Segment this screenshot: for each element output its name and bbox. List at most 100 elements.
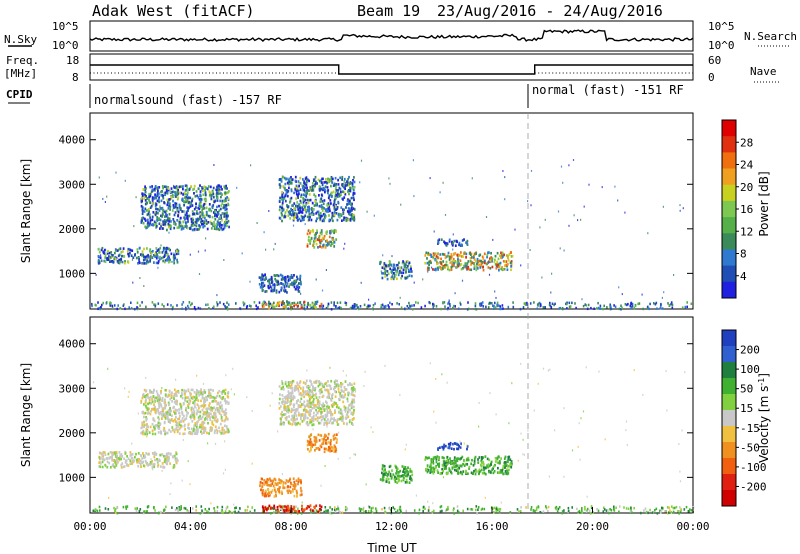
scatter-cell (169, 205, 172, 208)
scatter-cell (196, 391, 199, 394)
scatter-cell (225, 207, 228, 211)
scatter-cell (200, 404, 202, 408)
scatter-cell (661, 307, 664, 310)
scatter-cell (209, 191, 212, 195)
scatter-cell (363, 303, 366, 307)
scatter-cell (290, 482, 293, 486)
scatter-cell (336, 438, 338, 441)
scatter-cell (319, 421, 322, 425)
scatter-cell (352, 196, 355, 200)
scatter-cell (299, 400, 302, 404)
scatter-cell (142, 464, 145, 467)
scatter-cell (212, 399, 214, 403)
scatter-cell (551, 272, 553, 275)
scatter-cell (193, 427, 195, 430)
scatter-cell (144, 219, 147, 222)
scatter-cell (413, 281, 415, 284)
scatter-cell (293, 487, 296, 491)
scatter-cell (317, 246, 319, 249)
scatter-cell (213, 399, 216, 403)
scatter-cell (201, 408, 204, 412)
scatter-cell (281, 219, 283, 223)
scatter-cell (179, 424, 182, 427)
scatter-cell (645, 510, 648, 514)
scatter-cell (306, 192, 309, 195)
scatter-cell (325, 434, 328, 438)
scatter-cell (466, 507, 469, 511)
scatter-cell (332, 219, 334, 223)
scatter-cell (306, 416, 309, 420)
scatter-cell (139, 304, 141, 307)
scatter-cell (219, 199, 222, 203)
scatter-cell (630, 307, 632, 310)
scatter-cell (201, 432, 203, 435)
scatter-cell (141, 425, 144, 429)
scatter-cell (200, 198, 203, 201)
scatter-cell (141, 219, 143, 222)
scatter-cell (299, 387, 302, 390)
scatter-cell (218, 228, 221, 232)
scatter-cell (225, 507, 228, 510)
scatter-cell (289, 306, 292, 309)
scatter-cell (160, 224, 162, 228)
scatter-cell (323, 199, 326, 202)
scatter-cell (202, 193, 205, 197)
scatter-cell (566, 301, 568, 304)
scatter-cell (291, 389, 294, 393)
scatter-cell (295, 279, 298, 282)
scatter-cell (348, 199, 351, 203)
scatter-cell (320, 302, 323, 306)
scatter-cell (147, 221, 149, 224)
scatter-cell (465, 263, 468, 266)
scatter-cell (328, 411, 331, 414)
scatter-cell (289, 400, 292, 404)
scatter-cell (309, 215, 311, 219)
scatter-cell (402, 260, 404, 263)
scatter-cell (686, 305, 688, 309)
scatter-cell (180, 191, 183, 195)
scatter-cell (314, 305, 316, 309)
scatter-cell (310, 420, 313, 424)
scatter-cell (279, 393, 281, 396)
scatter-cell (187, 396, 190, 399)
scatter-cell (282, 423, 285, 426)
scatter-cell (391, 303, 393, 306)
scatter-cell (392, 506, 394, 509)
scatter-cell (452, 509, 455, 512)
scatter-cell (475, 268, 478, 272)
scatter-cell (343, 408, 346, 411)
scatter-cell (304, 413, 306, 416)
scatter-cell (224, 220, 226, 224)
scatter-cell (318, 439, 321, 442)
scatter-cell (199, 215, 201, 219)
scatter-cell (561, 510, 564, 513)
scatter-cell (214, 411, 217, 415)
scatter-cell (164, 458, 167, 461)
scatter-cell (627, 302, 629, 306)
scatter-cell (303, 395, 305, 399)
scatter-cell (629, 510, 632, 513)
scatter-cell (662, 205, 664, 208)
scatter-cell (226, 224, 228, 228)
scatter-cell (261, 281, 263, 285)
scatter-cell (308, 395, 311, 398)
scatter-cell (294, 175, 297, 179)
scatter-cell (319, 444, 322, 448)
scatter-cell (387, 264, 390, 268)
scatter-cell (226, 306, 228, 309)
scatter-cell (225, 199, 227, 203)
scatter-cell (326, 405, 328, 409)
scatter-cell (380, 304, 383, 307)
scatter-cell (541, 276, 543, 279)
scatter-cell (444, 256, 447, 260)
scatter-cell (182, 220, 185, 224)
scatter-cell (347, 408, 350, 412)
scatter-cell (199, 194, 202, 198)
scatter-cell (449, 255, 451, 259)
scatter-cell (403, 263, 406, 266)
scatter-cell (191, 217, 194, 220)
scatter-cell (329, 506, 331, 509)
scatter-cell (272, 484, 275, 488)
scatter-cell (295, 479, 298, 482)
scatter-cell (316, 229, 318, 232)
